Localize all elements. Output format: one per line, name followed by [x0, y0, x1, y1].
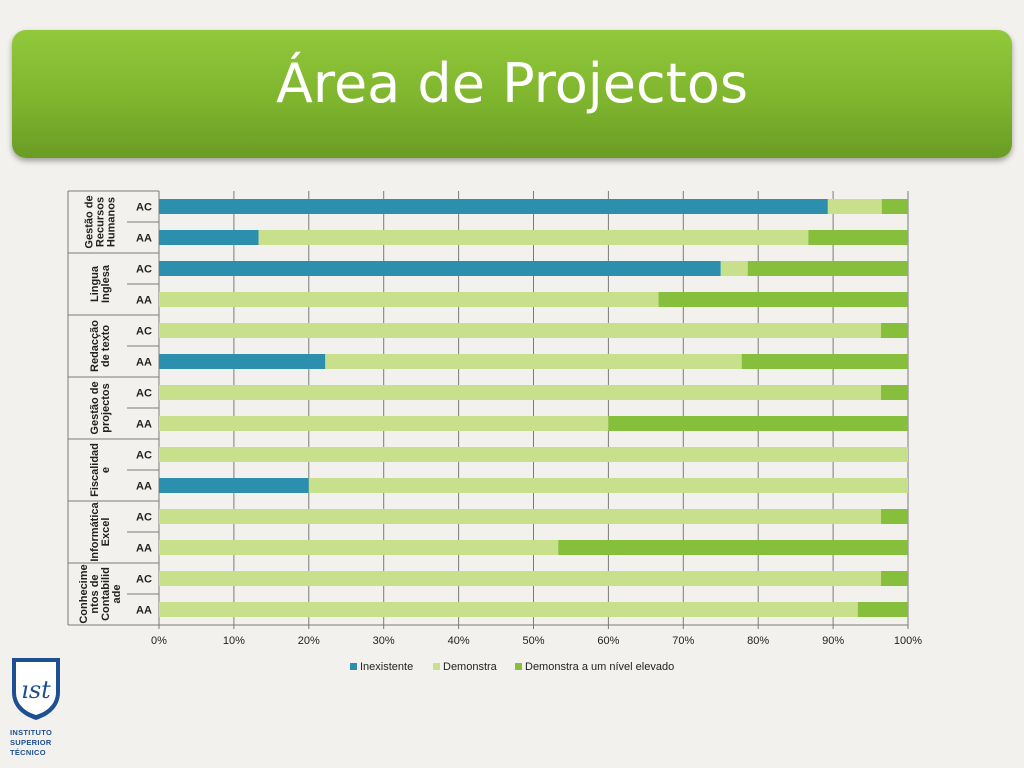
- group-label: Lingua: [89, 265, 101, 302]
- group-label: Informática: [89, 501, 101, 561]
- bar-segment: [881, 509, 908, 524]
- row-label: AA: [136, 605, 152, 617]
- group-label: Inglesa: [100, 264, 112, 303]
- x-tick-label: 0%: [151, 635, 167, 647]
- row-label: AA: [136, 481, 152, 493]
- row-label: AC: [136, 202, 152, 214]
- group-label: de texto: [100, 325, 112, 367]
- legend-entry: Demonstra: [443, 661, 498, 673]
- x-tick-label: 20%: [298, 635, 320, 647]
- group-label: projectos: [100, 383, 112, 433]
- bar-segment: [857, 602, 908, 617]
- row-label: AC: [136, 326, 152, 338]
- bar-segment: [747, 261, 908, 276]
- group-label: Conhecime: [78, 564, 90, 623]
- row-label: AA: [136, 357, 152, 369]
- bar-segment: [159, 354, 326, 369]
- row-label: AC: [136, 450, 152, 462]
- bar-segment: [827, 199, 882, 214]
- bar-segment: [159, 571, 882, 586]
- ist-logo: ıst INSTITUTO SUPERIOR TÉCNICO: [10, 656, 62, 762]
- bar-segment: [558, 540, 908, 555]
- group-label: Contabilid: [100, 567, 112, 621]
- logo-monogram: ıst: [21, 676, 51, 704]
- legend-swatch: [350, 663, 357, 670]
- page-title: Área de Projectos: [275, 52, 749, 115]
- x-tick-label: 60%: [597, 635, 619, 647]
- row-label: AA: [136, 233, 152, 245]
- group-label: Redacção: [89, 320, 101, 372]
- bar-segment: [159, 199, 828, 214]
- bar-segment: [308, 478, 908, 493]
- bar-segment: [881, 385, 908, 400]
- bar-segment: [159, 385, 882, 400]
- x-tick-label: 80%: [747, 635, 769, 647]
- bar-segment: [608, 416, 908, 431]
- group-label: Excel: [100, 518, 112, 547]
- row-label: AC: [136, 388, 152, 400]
- group-label: Recursos: [95, 197, 107, 247]
- logo-line-2: SUPERIOR: [10, 738, 52, 747]
- legend-entry: Inexistente: [360, 661, 413, 673]
- row-label: AA: [136, 419, 152, 431]
- group-label: Humanos: [106, 197, 118, 247]
- row-label: AC: [136, 574, 152, 586]
- shield-icon: ıst: [12, 658, 60, 720]
- bar-segment: [159, 230, 259, 245]
- group-label: Gestão de: [84, 195, 96, 248]
- legend-swatch: [433, 663, 440, 670]
- bar-segment: [159, 478, 309, 493]
- row-label: AC: [136, 264, 152, 276]
- bar-segment: [741, 354, 908, 369]
- bar-segment: [881, 199, 908, 214]
- x-tick-label: 30%: [373, 635, 395, 647]
- bar-segment: [720, 261, 748, 276]
- logo-line-3: TÉCNICO: [10, 748, 46, 757]
- x-tick-label: 90%: [822, 635, 844, 647]
- bar-segment: [325, 354, 742, 369]
- row-label: AA: [136, 543, 152, 555]
- x-tick-label: 10%: [223, 635, 245, 647]
- bar-segment: [808, 230, 908, 245]
- bar-segment: [881, 571, 908, 586]
- x-tick-label: 50%: [522, 635, 544, 647]
- logo-line-1: INSTITUTO: [10, 728, 53, 737]
- bar-segment: [159, 323, 882, 338]
- bar-segment: [159, 602, 858, 617]
- legend-entry: Demonstra a um nível elevado: [525, 661, 674, 673]
- x-tick-label: 100%: [894, 635, 922, 647]
- group-label: e: [100, 467, 112, 473]
- bar-segment: [881, 323, 908, 338]
- group-label: Gestão de: [89, 381, 101, 434]
- group-label: Fiscalidad: [89, 443, 101, 497]
- x-tick-label: 40%: [448, 635, 470, 647]
- bar-segment: [258, 230, 809, 245]
- title-banner: Área de Projectos: [12, 30, 1012, 158]
- x-tick-label: 70%: [672, 635, 694, 647]
- bar-segment: [159, 540, 559, 555]
- group-label: ade: [111, 585, 123, 604]
- bar-segment: [159, 447, 908, 462]
- bar-segment: [159, 509, 882, 524]
- bar-segment: [159, 416, 609, 431]
- group-label: ntos de: [89, 574, 101, 613]
- legend-swatch: [515, 663, 522, 670]
- row-label: AC: [136, 512, 152, 524]
- bar-segment: [159, 292, 659, 307]
- bar-segment: [159, 261, 721, 276]
- row-label: AA: [136, 295, 152, 307]
- bar-segment: [658, 292, 908, 307]
